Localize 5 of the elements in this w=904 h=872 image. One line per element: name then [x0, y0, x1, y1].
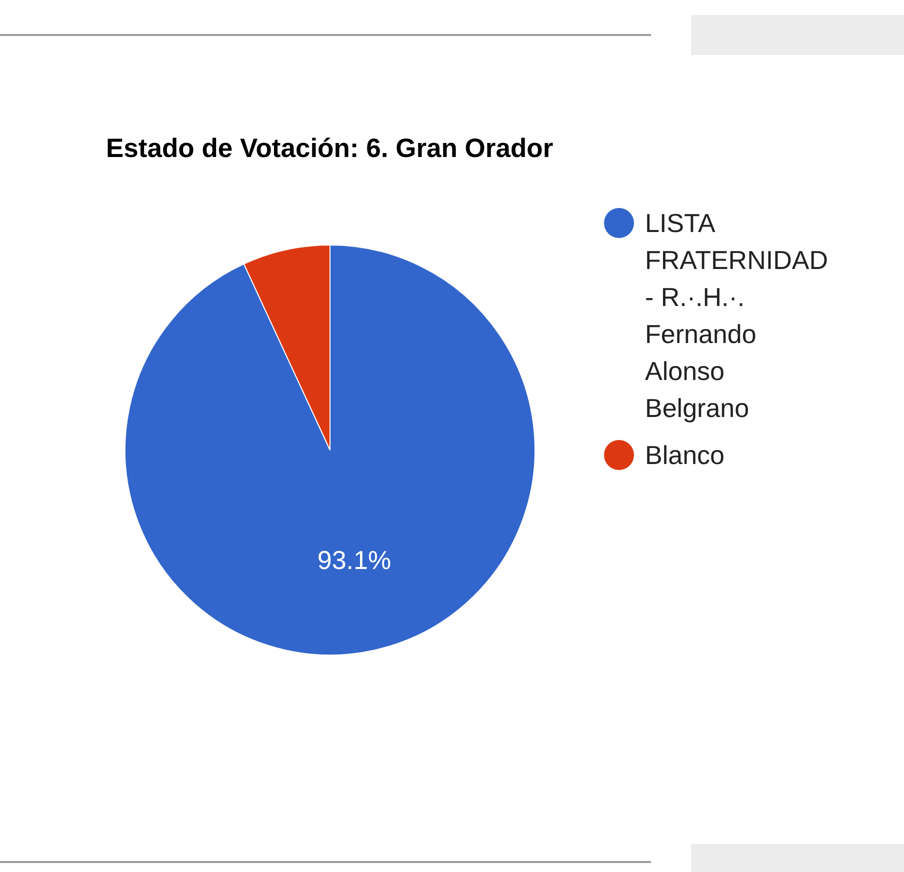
data-label: 93.1%	[317, 545, 392, 576]
legend-label: LISTA FRATERNIDAD - R.·.H.·. Fernando Alonso Belgrano	[645, 208, 828, 423]
pie-slice	[124, 244, 536, 656]
chart-title: Estado de Votación: 6. Gran Orador	[106, 133, 554, 163]
legend-label: Blanco	[645, 440, 724, 470]
